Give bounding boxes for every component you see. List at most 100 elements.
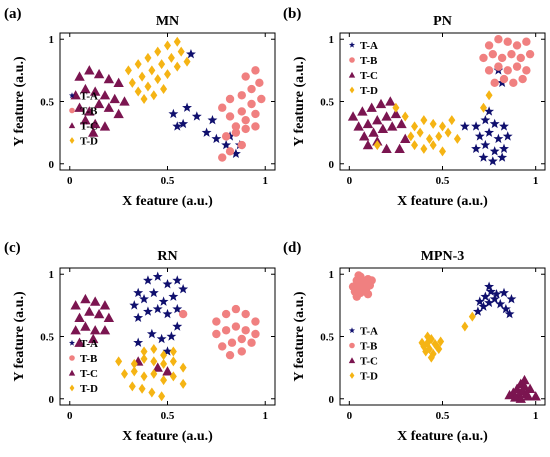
data-point [488, 49, 498, 59]
data-point [362, 118, 374, 129]
data-point [489, 146, 500, 156]
y-tick-label: 1 [329, 34, 335, 46]
data-point [84, 65, 95, 75]
data-point [372, 114, 383, 125]
data-point [373, 140, 381, 151]
data-point [88, 127, 99, 137]
data-point [484, 297, 495, 308]
data-point [152, 271, 163, 281]
data-point [99, 300, 111, 310]
data-point [241, 326, 250, 335]
legend-marker [68, 92, 76, 99]
x-axis-label: X feature (a.u.) [122, 429, 213, 444]
legend-label: T-D [80, 383, 98, 395]
data-point [484, 41, 494, 50]
y-tick-label: 0.5 [320, 97, 334, 109]
legend-marker [348, 41, 356, 48]
data-point [231, 128, 241, 137]
data-point [509, 78, 518, 88]
data-point [146, 328, 157, 339]
data-point [150, 356, 158, 367]
data-point [115, 356, 123, 367]
data-point [128, 77, 136, 88]
series-T-A [129, 271, 189, 356]
data-point [231, 322, 241, 331]
data-point [173, 36, 181, 47]
data-point [468, 311, 476, 322]
data-point [493, 133, 504, 144]
legend-marker [348, 327, 356, 334]
data-point [472, 306, 483, 316]
data-point [152, 362, 163, 372]
data-point [363, 289, 373, 299]
data-point [484, 106, 495, 116]
data-point [427, 352, 435, 363]
series-T-D [418, 311, 476, 363]
data-point [186, 48, 196, 59]
data-point [88, 333, 99, 344]
data-point [179, 362, 187, 373]
legend-label: T-D [360, 371, 378, 383]
data-point [218, 342, 227, 351]
data-point [479, 53, 488, 63]
legend-label: T-A [360, 326, 378, 338]
data-point [89, 296, 101, 306]
data-point [444, 127, 452, 138]
data-point [237, 347, 246, 356]
series-T-D [124, 36, 191, 105]
data-point [169, 371, 177, 382]
data-point [150, 368, 158, 379]
data-point [89, 325, 101, 335]
y-tick-label: 0.5 [40, 332, 54, 344]
data-point [225, 350, 235, 360]
data-point [494, 62, 503, 71]
data-point [241, 115, 250, 125]
data-point [237, 107, 246, 116]
data-point [130, 366, 138, 377]
data-point [237, 140, 246, 150]
data-point [494, 35, 503, 44]
x-tick-label: 0 [347, 410, 353, 422]
data-point [166, 331, 177, 341]
data-point [225, 112, 235, 121]
data-point [522, 37, 531, 46]
data-point [139, 293, 149, 304]
panel-label: (c) [4, 240, 21, 256]
data-point [368, 127, 379, 137]
data-point [93, 98, 105, 109]
data-point [381, 111, 392, 121]
data-point [80, 114, 91, 125]
data-point [128, 381, 136, 392]
x-tick-label: 1 [262, 410, 268, 422]
legend-marker [68, 339, 76, 346]
data-point [74, 71, 85, 81]
data-point [437, 336, 445, 347]
chart-title: PN [433, 14, 452, 29]
data-point [150, 90, 158, 101]
data-point [396, 118, 407, 129]
data-point [439, 121, 446, 132]
legend-marker [69, 355, 75, 361]
x-axis-label: X feature (a.u.) [397, 194, 488, 209]
legend-label: T-C [360, 70, 378, 82]
data-point [162, 278, 173, 289]
data-point [182, 102, 192, 112]
data-point [524, 383, 536, 393]
x-tick-label: 0.5 [436, 410, 450, 422]
legend-label: T-B [80, 353, 98, 365]
data-point [169, 356, 177, 367]
data-point [461, 321, 469, 332]
data-point [133, 337, 144, 347]
legend-marker [69, 137, 75, 144]
y-axis-label: Y feature (a.u.) [12, 291, 27, 382]
y-tick-label: 0 [329, 394, 335, 406]
data-point [407, 131, 415, 142]
data-point [367, 276, 376, 285]
panel-label: (b) [283, 6, 301, 22]
data-point [158, 59, 166, 70]
series-T-B [348, 271, 376, 301]
data-point [353, 121, 364, 131]
x-tick-label: 0 [67, 175, 73, 187]
data-point [433, 341, 441, 352]
x-axis-label: X feature (a.u.) [122, 194, 213, 209]
